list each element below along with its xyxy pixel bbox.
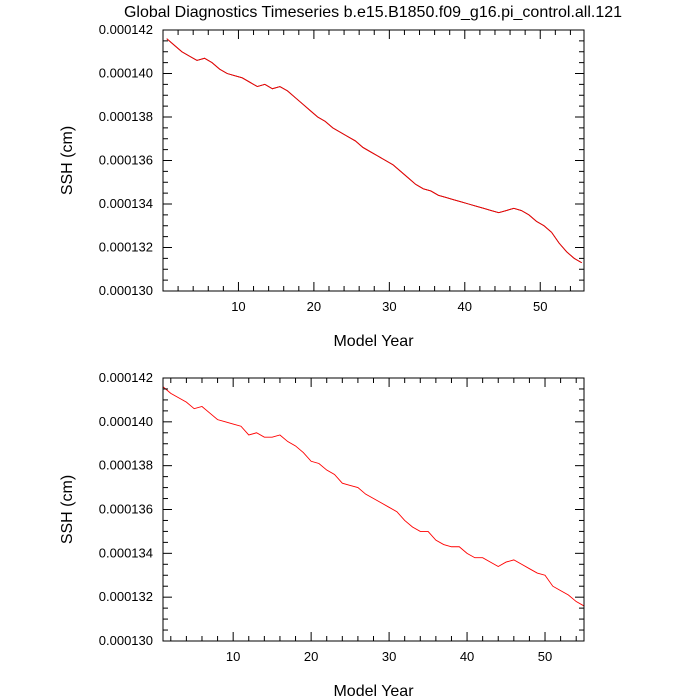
y-tick-label: 0.000138 <box>99 458 153 473</box>
y-tick-label: 0.000136 <box>99 502 153 517</box>
x-tick-label: 30 <box>382 299 396 314</box>
y-axis-label: SSH (cm) <box>59 475 76 544</box>
plot-frame <box>162 377 585 642</box>
figure-title: Global Diagnostics Timeseries b.e15.B185… <box>124 4 622 21</box>
x-tick-label: 20 <box>304 649 318 664</box>
y-tick-label: 0.000134 <box>99 196 153 211</box>
y-tick-label: 0.000142 <box>99 370 153 385</box>
y-tick-label: 0.000136 <box>99 153 153 168</box>
y-tick-label: 0.000142 <box>99 22 153 37</box>
y-tick-label: 0.000140 <box>99 414 153 429</box>
y-tick-label: 0.000132 <box>99 589 153 604</box>
chart-panel-1: 10 20 30 40 50 0.000130 0.000132 0.000134 0.0001… <box>59 22 585 350</box>
x-axis-label: Model Year <box>333 333 414 350</box>
y-tick-label: 0.000134 <box>99 545 153 560</box>
y-tick-label: 0.000130 <box>99 283 153 298</box>
x-tick-label: 40 <box>458 299 472 314</box>
x-tick-label: 10 <box>226 649 240 664</box>
x-tick-label: 20 <box>307 299 321 314</box>
y-tick-label: 0.000132 <box>99 240 153 255</box>
y-tick-label: 0.000140 <box>99 66 153 81</box>
y-axis-label: SSH (cm) <box>59 126 76 195</box>
x-tick-label: 50 <box>538 649 552 664</box>
plot-frame <box>162 29 585 292</box>
y-tick-label: 0.000130 <box>99 633 153 648</box>
x-tick-label: 40 <box>460 649 474 664</box>
series-line-monthly <box>166 38 582 264</box>
series-line-annual <box>162 386 585 607</box>
x-tick-label: 50 <box>533 299 547 314</box>
chart-panel-2: 10 20 30 40 50 0.000130 0.000132 0.000134 0.0001… <box>59 370 585 700</box>
x-tick-label: 10 <box>231 299 245 314</box>
series-line-annual <box>166 38 582 264</box>
x-axis-label: Model Year <box>333 683 414 700</box>
y-tick-label: 0.000138 <box>99 109 153 124</box>
x-tick-label: 30 <box>382 649 396 664</box>
